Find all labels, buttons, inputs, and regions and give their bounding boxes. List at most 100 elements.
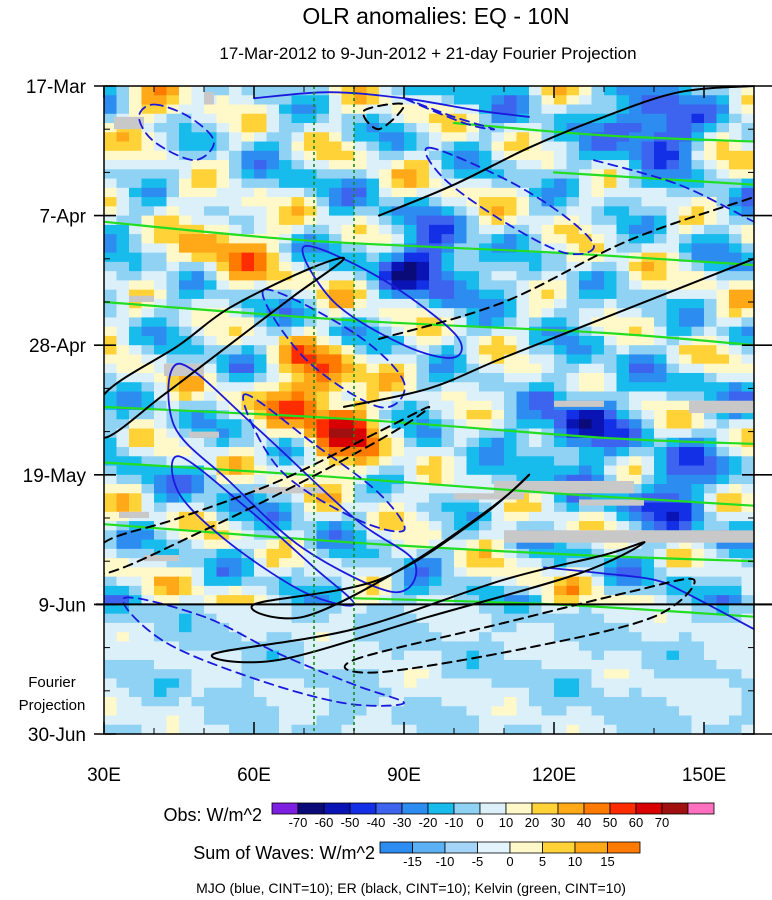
heatmap-cell	[104, 632, 118, 643]
heatmap-cell	[429, 400, 443, 411]
heatmap-cell	[704, 548, 718, 559]
heatmap-cell	[154, 521, 168, 531]
heatmap-cell	[241, 197, 255, 207]
heatmap-cell	[254, 613, 268, 624]
heatmap-cell	[654, 595, 668, 605]
heatmap-cell	[491, 669, 505, 680]
heatmap-cell	[179, 428, 193, 439]
heatmap-cell	[579, 335, 593, 346]
heatmap-cell	[291, 419, 305, 430]
heatmap-cell	[454, 104, 468, 115]
heatmap-cell	[404, 169, 418, 180]
heatmap-cell	[291, 622, 305, 633]
heatmap-cell	[241, 335, 255, 346]
heatmap-cell	[229, 113, 243, 124]
heatmap-cell	[241, 206, 255, 217]
heatmap-cell	[516, 363, 530, 374]
missing-data-patch	[504, 530, 754, 543]
heatmap-cell	[691, 622, 705, 633]
heatmap-cell	[541, 502, 555, 513]
heatmap-cell	[279, 678, 293, 689]
heatmap-cell	[216, 502, 230, 513]
heatmap-cell	[129, 354, 143, 365]
heatmap-cell	[691, 511, 705, 522]
heatmap-cell	[129, 484, 143, 494]
obs-colorbar-title: Obs: W/m^2	[164, 805, 262, 825]
heatmap-cell	[741, 465, 754, 476]
heatmap-cell	[129, 641, 143, 652]
heatmap-cell	[666, 604, 680, 615]
heatmap-cell	[104, 141, 118, 152]
heatmap-cell	[191, 484, 205, 494]
heatmap-cell	[354, 696, 368, 707]
heatmap-cell	[541, 724, 555, 734]
heatmap-cell	[366, 613, 380, 624]
heatmap-cell	[716, 659, 730, 670]
heatmap-cell	[166, 447, 180, 457]
heatmap-cell	[454, 567, 468, 578]
heatmap-cell	[129, 252, 143, 263]
heatmap-cell	[204, 391, 218, 402]
heatmap-cell	[716, 558, 730, 568]
heatmap-cell	[629, 243, 643, 254]
heatmap-cell	[241, 437, 255, 448]
heatmap-cell	[129, 724, 143, 734]
heatmap-cell	[391, 632, 405, 643]
heatmap-cell	[316, 382, 330, 393]
wave-contours	[104, 86, 754, 707]
heatmap-cell	[429, 539, 443, 550]
heatmap-cell	[529, 197, 543, 207]
heatmap-cell	[154, 335, 168, 346]
heatmap-cell	[704, 539, 718, 550]
heatmap-cell	[129, 197, 143, 207]
heatmap-cell	[729, 224, 743, 235]
heatmap-cell	[116, 141, 130, 152]
obs-colorbar-label: -50	[341, 815, 360, 830]
heatmap-cell	[191, 123, 205, 133]
heatmap-cell	[191, 715, 205, 726]
heatmap-cell	[704, 687, 718, 698]
heatmap-cell	[729, 465, 743, 476]
heatmap-cell	[254, 539, 268, 550]
heatmap-cell	[666, 484, 680, 494]
heatmap-cell	[679, 400, 693, 411]
heatmap-cell	[291, 169, 305, 180]
heatmap-cell	[554, 215, 568, 226]
heatmap-cell	[166, 530, 180, 541]
heatmap-cell	[529, 372, 543, 383]
heatmap-cell	[391, 187, 405, 198]
heatmap-cell	[691, 650, 705, 661]
heatmap-cell	[641, 169, 655, 180]
heatmap-cell	[691, 456, 705, 467]
heatmap-cell	[354, 289, 368, 300]
heatmap-cell	[729, 123, 743, 133]
heatmap-cell	[316, 317, 330, 328]
heatmap-cell	[254, 437, 268, 448]
heatmap-cell	[416, 585, 430, 596]
heatmap-cell	[416, 252, 430, 263]
heatmap-cell	[354, 576, 368, 587]
heatmap-cell	[454, 86, 468, 96]
heatmap-cell	[154, 261, 168, 272]
heatmap-cell	[191, 335, 205, 346]
heatmap-cell	[366, 132, 380, 143]
heatmap-cell	[241, 659, 255, 670]
heatmap-cell	[566, 382, 580, 393]
heatmap-cell	[379, 150, 393, 161]
heatmap-cell	[204, 308, 218, 319]
heatmap-cell	[579, 280, 593, 291]
heatmap-cell	[616, 447, 630, 457]
heatmap-cell	[504, 243, 518, 254]
heatmap-cell	[191, 308, 205, 319]
heatmap-cell	[341, 687, 355, 698]
heatmap-cell	[616, 391, 630, 402]
heatmap-cell	[691, 234, 705, 244]
heatmap-cell	[604, 447, 618, 457]
heatmap-cell	[691, 345, 705, 356]
heatmap-cell	[666, 197, 680, 207]
heatmap-cell	[704, 317, 718, 328]
heatmap-cell	[554, 104, 568, 115]
heatmap-cell	[266, 650, 280, 661]
obs-colorbar-swatch	[271, 802, 299, 815]
heatmap-cell	[154, 715, 168, 726]
